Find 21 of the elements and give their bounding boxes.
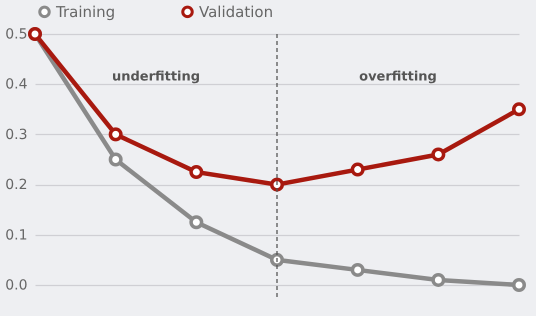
point bbox=[350, 262, 365, 277]
y-tick-label: 0.3 bbox=[5, 126, 28, 143]
point bbox=[189, 165, 204, 180]
annotation: underfitting bbox=[112, 70, 200, 85]
y-tick-label: 0.0 bbox=[5, 278, 28, 294]
y-tick-label: 0.4 bbox=[5, 76, 28, 93]
y-tick-label: 0.1 bbox=[5, 227, 28, 244]
point bbox=[431, 147, 446, 162]
legend-label: Training bbox=[55, 2, 116, 21]
point bbox=[270, 252, 284, 267]
point bbox=[189, 215, 204, 230]
annotation: overfitting bbox=[359, 70, 437, 85]
point bbox=[512, 278, 526, 292]
point bbox=[431, 272, 446, 287]
legend-label: Validation bbox=[199, 2, 274, 21]
y-tick-label: 0.2 bbox=[5, 177, 28, 194]
point bbox=[108, 152, 123, 166]
point bbox=[108, 127, 123, 142]
point bbox=[350, 162, 365, 177]
point bbox=[512, 102, 526, 116]
y-tick-label: 0.5 bbox=[5, 26, 28, 42]
